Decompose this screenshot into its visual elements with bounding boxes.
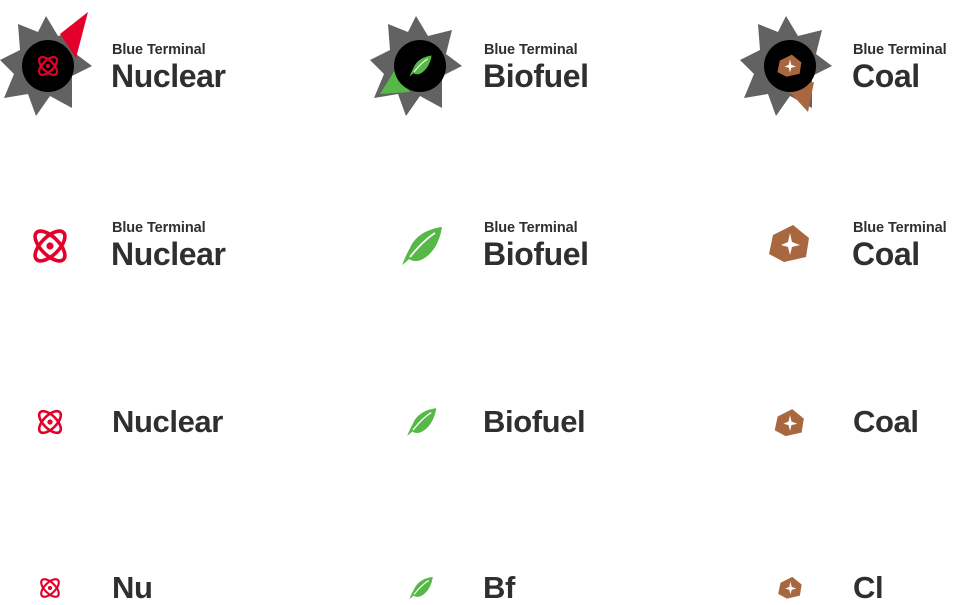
coal-icon <box>767 222 813 266</box>
brand-label: Blue Terminal <box>853 42 947 58</box>
coal-star-badge-icon <box>740 8 832 118</box>
atom-icon <box>28 224 72 268</box>
product-label: Biofuel <box>483 236 589 272</box>
nuclear-full-lockup: Blue Terminal Nuclear <box>0 200 260 290</box>
product-label: Nuclear <box>112 404 223 439</box>
product-label: Coal <box>852 58 920 94</box>
biofuel-abbr-lockup: Bf <box>370 560 630 604</box>
nuclear-abbr-lockup: Nu <box>0 560 260 604</box>
product-label: Biofuel <box>483 404 586 439</box>
atom-icon <box>34 406 66 438</box>
coal-full-lockup: Blue Terminal Coal <box>740 200 964 290</box>
coal-abbr-lockup: Cl <box>740 560 964 604</box>
product-abbreviation: Nu <box>112 570 153 605</box>
brand-label: Blue Terminal <box>484 42 578 58</box>
product-label: Nuclear <box>111 236 226 272</box>
biofuel-star-badge-icon <box>370 8 462 118</box>
nuclear-star-badge-icon <box>0 8 92 118</box>
coal-icon <box>773 407 807 439</box>
product-abbreviation: Bf <box>483 570 515 605</box>
product-abbreviation: Cl <box>853 570 884 605</box>
nuclear-name-lockup: Nuclear <box>0 390 260 460</box>
coal-icon <box>777 575 804 601</box>
leaf-icon <box>404 406 438 438</box>
coal-name-lockup: Coal <box>740 390 964 460</box>
biofuel-name-lockup: Biofuel <box>370 390 630 460</box>
product-label: Coal <box>852 236 920 272</box>
leaf-icon <box>398 224 444 268</box>
biofuel-badge-lockup: Blue Terminal Biofuel <box>370 0 630 120</box>
atom-icon <box>37 575 63 601</box>
product-label: Biofuel <box>483 58 589 94</box>
coal-badge-lockup: Blue Terminal Coal <box>740 0 964 120</box>
brand-label: Blue Terminal <box>112 220 206 236</box>
brand-label: Blue Terminal <box>112 42 206 58</box>
brand-label: Blue Terminal <box>484 220 578 236</box>
product-label: Nuclear <box>111 58 226 94</box>
product-label: Coal <box>853 404 919 439</box>
brand-label: Blue Terminal <box>853 220 947 236</box>
leaf-icon <box>407 575 434 601</box>
biofuel-full-lockup: Blue Terminal Biofuel <box>370 200 630 290</box>
nuclear-badge-lockup: Blue Terminal Nuclear <box>0 0 260 120</box>
